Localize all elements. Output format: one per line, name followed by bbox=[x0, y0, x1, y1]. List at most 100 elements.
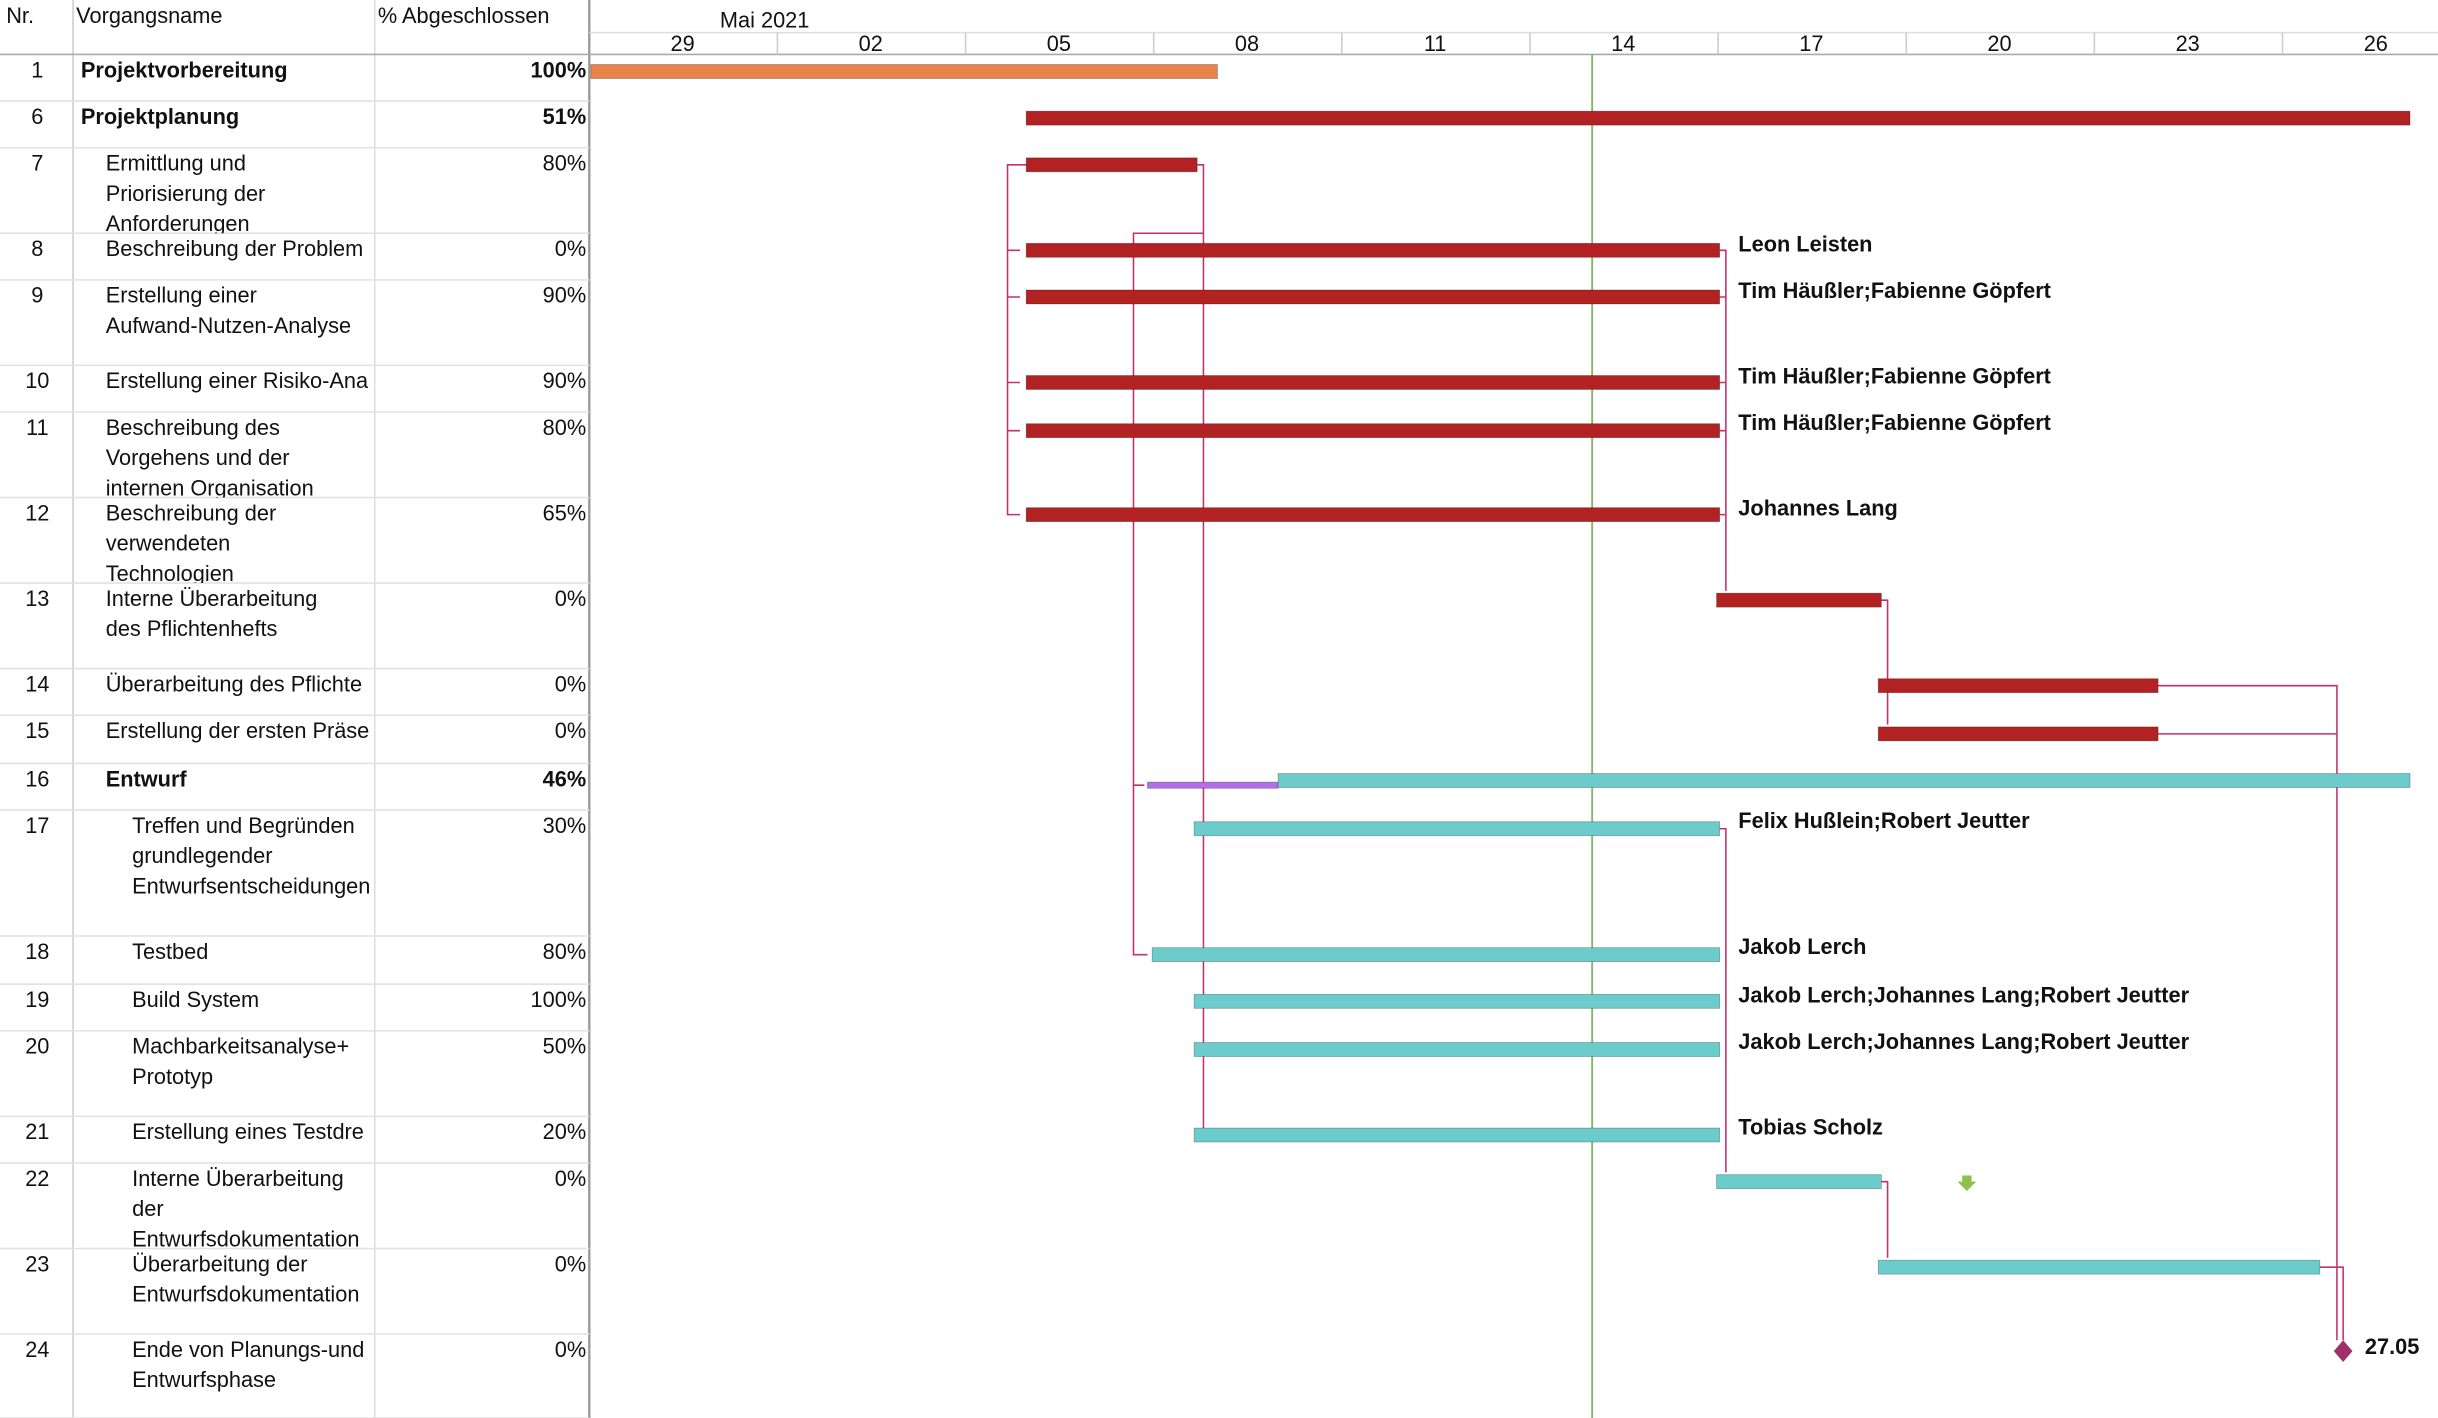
task-percent: 80% bbox=[543, 939, 587, 964]
column-header: % Abgeschlossen bbox=[378, 3, 550, 28]
task-name-line: Projektplanung bbox=[81, 104, 239, 129]
task-number: 12 bbox=[25, 500, 49, 525]
task-percent: 20% bbox=[543, 1119, 587, 1144]
task-number: 24 bbox=[25, 1337, 49, 1362]
task-name-line: Erstellung eines Testdre bbox=[132, 1119, 364, 1144]
indicator bbox=[1957, 1175, 1977, 1191]
resource-label: Tim Häußler;Fabienne Göpfert bbox=[1738, 364, 2051, 389]
task-name: Machbarkeitsanalyse+ Prototyp bbox=[132, 1034, 349, 1089]
task-name-line: Entwurfsdokumentation bbox=[132, 1227, 359, 1252]
task-percent: 51% bbox=[543, 104, 587, 129]
task-percent: 80% bbox=[543, 415, 587, 440]
task-name-line: Build System bbox=[132, 987, 259, 1012]
task-name-line: des Pflichtenhefts bbox=[106, 616, 278, 641]
task-number: 9 bbox=[31, 283, 43, 308]
task-bar bbox=[1877, 678, 2159, 694]
task-number: 15 bbox=[25, 718, 49, 743]
milestone bbox=[2333, 1340, 2353, 1363]
task-name-line: Beschreibung des bbox=[106, 415, 280, 440]
task-name: Erstellung einer Risiko-Ana bbox=[106, 368, 369, 393]
task-name: Beschreibung des Vorgehens und der interne… bbox=[106, 415, 314, 498]
task-name-line: Überarbeitung des Pflichte bbox=[106, 671, 362, 696]
task-percent: 0% bbox=[555, 718, 586, 743]
task-name-line: Entwurfsentscheidungen bbox=[132, 874, 370, 899]
task-name-line: Interne Überarbeitung bbox=[106, 586, 318, 611]
task-percent: 0% bbox=[555, 236, 586, 261]
task-name-line: Beschreibung der bbox=[106, 500, 277, 525]
task-percent: 46% bbox=[543, 766, 587, 791]
day-label: 17 bbox=[1799, 31, 1823, 56]
task-name: Überarbeitung der Entwurfsdokumentation bbox=[132, 1251, 359, 1306]
task-percent: 0% bbox=[555, 1251, 586, 1276]
day-label: 02 bbox=[859, 31, 883, 56]
task-name-line: Aufwand-Nutzen-Analyse bbox=[106, 313, 351, 338]
task-name-line: Projektvorbereitung bbox=[81, 57, 288, 82]
task-bar bbox=[1877, 726, 2159, 742]
task-percent: 100% bbox=[531, 57, 587, 82]
task-name: Beschreibung der verwendeten Technologien bbox=[106, 500, 277, 583]
task-name-line: Priorisierung der bbox=[106, 181, 266, 206]
task-bar bbox=[1716, 592, 1882, 608]
day-label: 05 bbox=[1047, 31, 1071, 56]
task-bar bbox=[1716, 1174, 1882, 1190]
task-name-line: Überarbeitung der bbox=[132, 1251, 307, 1276]
task-percent: 100% bbox=[531, 987, 587, 1012]
task-name: Interne Überarbeitung der Entwurfsdokument… bbox=[132, 1166, 359, 1252]
task-name-line: Interne Überarbeitung bbox=[132, 1166, 344, 1191]
task-number: 7 bbox=[31, 151, 43, 176]
task-name-line: verwendeten bbox=[106, 531, 231, 556]
resource-label: Leon Leisten bbox=[1738, 231, 1872, 256]
task-name-line: Erstellung einer Risiko-Ana bbox=[106, 368, 369, 393]
task-number: 13 bbox=[25, 586, 49, 611]
task-bar bbox=[1277, 773, 2411, 788]
resource-label: Tobias Scholz bbox=[1738, 1115, 1883, 1140]
task-name-line: Ende von Planungs-und bbox=[132, 1337, 364, 1362]
day-label: 29 bbox=[670, 31, 694, 56]
task-name-line: Erstellung einer bbox=[106, 283, 257, 308]
task-name: Interne Überarbeitung des Pflichtenhefts bbox=[106, 586, 318, 641]
task-bar bbox=[1025, 375, 1721, 390]
task-number: 1 bbox=[31, 57, 43, 82]
task-number: 23 bbox=[25, 1251, 49, 1276]
task-bar bbox=[1151, 947, 1721, 963]
task-bar bbox=[1147, 781, 1279, 789]
task-name-line: grundlegender bbox=[132, 843, 272, 868]
task-name: Überarbeitung des Pflichte bbox=[106, 671, 362, 696]
task-percent: 0% bbox=[555, 671, 586, 696]
resource-label: Tim Häußler;Fabienne Göpfert bbox=[1738, 278, 2051, 303]
task-percent: 0% bbox=[555, 1166, 586, 1191]
resource-label: Jakob Lerch;Johannes Lang;Robert Jeutter bbox=[1738, 1029, 2189, 1054]
task-name-line: Testbed bbox=[132, 939, 208, 964]
task-number: 16 bbox=[25, 766, 49, 791]
task-bar bbox=[1193, 1127, 1721, 1143]
task-percent: 80% bbox=[543, 151, 587, 176]
task-percent: 0% bbox=[555, 1337, 586, 1362]
task-bar bbox=[1025, 423, 1721, 439]
task-bar bbox=[1193, 821, 1721, 837]
task-percent: 90% bbox=[543, 368, 587, 393]
task-number: 20 bbox=[25, 1034, 49, 1059]
resource-label: Jakob Lerch bbox=[1738, 934, 1866, 959]
task-name-line: Anforderungen bbox=[106, 211, 250, 236]
task-number: 19 bbox=[25, 987, 49, 1012]
task-number: 22 bbox=[25, 1166, 49, 1191]
month-label: Mai 2021 bbox=[720, 8, 809, 33]
milestone-label: 27.05 bbox=[2365, 1334, 2419, 1359]
task-name: Erstellung einer Aufwand-Nutzen-Analyse bbox=[106, 283, 351, 338]
task-name: Treffen und Begründen grundlegender Entwur… bbox=[132, 813, 370, 899]
task-name-line: Prototyp bbox=[132, 1064, 213, 1089]
day-label: 11 bbox=[1424, 31, 1447, 56]
task-bar bbox=[1025, 289, 1721, 305]
resource-label: Tim Häußler;Fabienne Göpfert bbox=[1738, 410, 2051, 435]
task-name-line: Entwurf bbox=[106, 766, 188, 791]
resource-label: Johannes Lang bbox=[1738, 496, 1898, 521]
task-name-line: Machbarkeitsanalyse+ bbox=[132, 1034, 349, 1059]
task-name: Entwurf bbox=[106, 766, 188, 791]
task-number: 10 bbox=[25, 368, 49, 393]
task-name: Erstellung eines Testdre bbox=[132, 1119, 364, 1144]
task-number: 18 bbox=[25, 939, 49, 964]
task-number: 6 bbox=[31, 104, 43, 129]
task-number: 21 bbox=[25, 1119, 49, 1144]
task-name: Beschreibung der Problem bbox=[106, 236, 364, 261]
